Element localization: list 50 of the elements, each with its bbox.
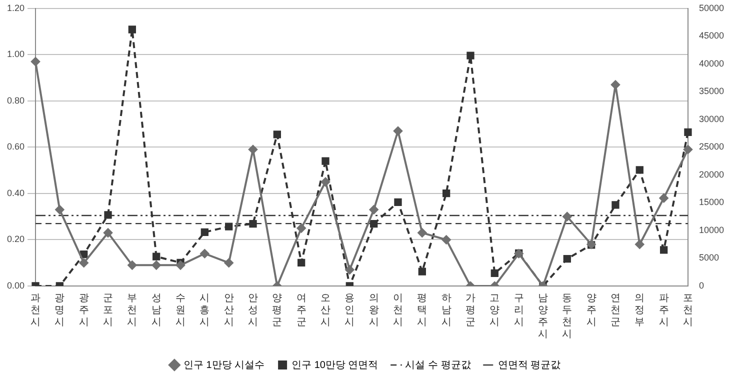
x-tick-label: 여주군 [296, 292, 306, 328]
x-tick-label: 구리시 [514, 292, 524, 328]
x-tick-label: 수원시 [176, 292, 186, 328]
x-tick-label: 부천시 [127, 292, 138, 328]
x-tick-label: 남양주시 [538, 292, 548, 340]
x-tick-label: 오산시 [320, 292, 330, 328]
y2-tick-label: 45000 [698, 30, 724, 41]
x-tick-label: 가평군 [465, 292, 476, 328]
x-tick-label: 동두천시 [562, 292, 572, 340]
y-tick-label: 0.60 [6, 142, 25, 152]
x-tick-label: 의정부 [634, 292, 645, 328]
x-tick-label: 광명시 [54, 292, 65, 328]
x-tick-label: 양주시 [586, 292, 596, 328]
legend-label: 시설 수 평균값 [405, 360, 471, 371]
x-tick-label: 연천군 [610, 292, 620, 328]
x-tick-label: 용인시 [344, 292, 355, 328]
y2-tick-label: 20000 [698, 169, 724, 180]
y-tick-label: 0.80 [6, 95, 25, 106]
x-tick-label: 이천시 [392, 292, 403, 328]
x-tick-label: 의왕시 [368, 292, 379, 328]
y-tick-label: 1.20 [6, 2, 25, 13]
y2-tick-label: 10000 [698, 224, 724, 235]
x-tick-label: 파주시 [658, 292, 669, 328]
y-tick-label: 0.00 [6, 280, 25, 290]
x-tick-label: 안산시 [224, 292, 234, 328]
legend-label: 인구 1만당 시설수 [183, 360, 265, 371]
x-tick-label: 시흥시 [200, 292, 210, 328]
y2-tick-label: 15000 [698, 197, 724, 208]
y-tick-label: 0.40 [6, 188, 25, 198]
y-tick-label: 1.00 [6, 49, 25, 60]
x-tick-label: 과천시 [30, 292, 41, 328]
y2-tick-label: 35000 [698, 86, 724, 96]
legend-label: 인구 10만당 연면적 [292, 360, 378, 371]
y2-tick-label: 0 [698, 280, 704, 290]
y2-tick-label: 30000 [698, 114, 724, 124]
x-tick-label: 고양시 [490, 292, 500, 328]
y-tick-label: 0.20 [6, 234, 25, 244]
x-tick-label: 광주시 [78, 292, 89, 328]
y2-tick-label: 50000 [698, 2, 724, 13]
x-tick-label: 양평군 [272, 292, 282, 328]
x-tick-label: 평택시 [417, 292, 428, 328]
y2-tick-label: 40000 [698, 58, 724, 68]
x-tick-label: 군포시 [103, 292, 114, 328]
y2-tick-label: 5000 [698, 252, 720, 263]
x-tick-label: 안성시 [248, 292, 258, 328]
x-tick-label: 포천시 [682, 292, 693, 328]
y2-tick-label: 25000 [698, 142, 724, 152]
legend-label: 연면적 평균값 [498, 360, 561, 371]
x-tick-label: 성남시 [151, 292, 162, 328]
x-tick-label: 하남시 [441, 292, 452, 328]
